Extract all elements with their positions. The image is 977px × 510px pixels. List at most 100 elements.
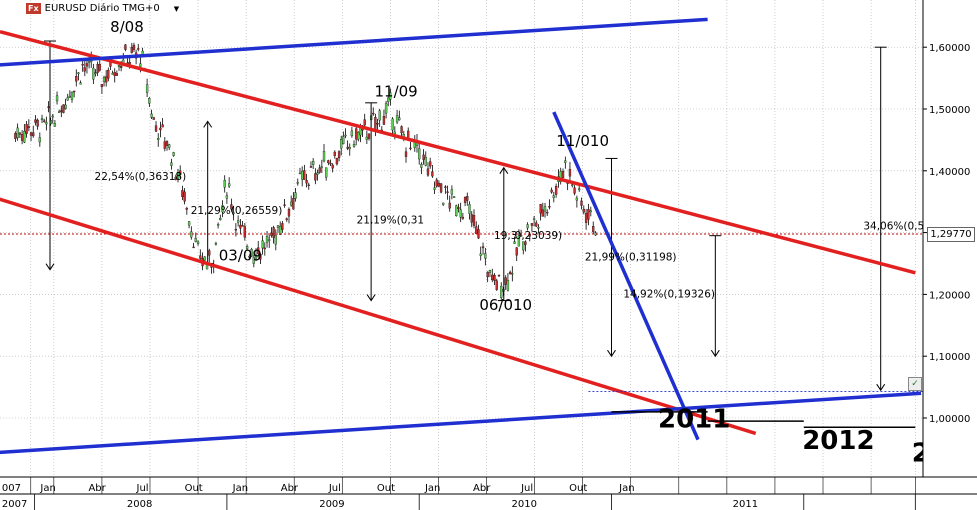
candle-body xyxy=(214,243,218,245)
candle-body xyxy=(550,189,553,193)
candle-body xyxy=(564,160,567,163)
candle-body xyxy=(546,211,549,214)
candle-body xyxy=(137,48,140,50)
candle-body xyxy=(227,183,231,187)
candle-body xyxy=(539,204,542,214)
candle-body xyxy=(27,126,30,129)
candle-body xyxy=(335,157,339,165)
percent-annotation: 21,19%(0,31 xyxy=(357,214,425,226)
candle-body xyxy=(274,235,277,245)
candle-body xyxy=(132,45,136,50)
candle-body xyxy=(344,134,347,137)
year-target-label: 2012 xyxy=(802,426,874,456)
candle-body xyxy=(424,156,427,166)
lower-trend-line xyxy=(0,197,757,436)
candle-body xyxy=(185,208,188,210)
candle-body xyxy=(450,189,454,195)
candle-body xyxy=(279,226,282,235)
candle-body xyxy=(45,122,48,125)
candle-body xyxy=(355,128,358,140)
candle-body xyxy=(183,191,186,202)
candle-body xyxy=(130,47,133,53)
candle-body xyxy=(374,117,377,130)
candle-body xyxy=(479,253,482,256)
candle-body xyxy=(500,285,503,298)
candle-body xyxy=(165,141,169,146)
candle-body xyxy=(254,255,258,259)
candle-body xyxy=(506,280,510,291)
candle-body xyxy=(559,171,562,182)
candle-body xyxy=(329,162,332,165)
candle-body xyxy=(170,162,173,166)
candle-body xyxy=(252,257,255,264)
candle-body xyxy=(16,127,19,138)
candle-body xyxy=(446,191,449,193)
x-year-label: 2010 xyxy=(511,499,536,510)
candle-body xyxy=(378,110,381,121)
date-annotation: 06/010 xyxy=(479,296,532,314)
candle-body xyxy=(43,120,46,122)
candle-body xyxy=(77,72,80,74)
candle-body xyxy=(62,104,65,113)
x-month-label: Jan xyxy=(39,483,55,494)
candle-body xyxy=(241,225,244,227)
candle-body xyxy=(568,168,572,177)
candle-body xyxy=(32,132,35,137)
candle-body xyxy=(459,209,462,218)
x-year-label: 2011 xyxy=(733,499,758,510)
candle-body xyxy=(584,213,588,223)
candle-body xyxy=(152,117,155,120)
chart-header[interactable]: Fx EURUSD Diário TMG+0 ▼ xyxy=(26,3,179,14)
x-year-label: 2009 xyxy=(319,499,344,510)
candle-body xyxy=(461,216,465,219)
measure-arrowhead xyxy=(710,349,720,358)
candle-body xyxy=(409,147,412,150)
candle-body xyxy=(261,240,264,249)
candle-body xyxy=(29,132,33,136)
candle-body xyxy=(196,241,200,244)
candle-body xyxy=(187,221,191,226)
candle-body xyxy=(484,253,487,259)
candle-body xyxy=(223,180,226,188)
candle-body xyxy=(452,196,456,198)
candle-body xyxy=(70,91,74,100)
candle-body xyxy=(404,151,408,157)
x-month-label: Jan xyxy=(424,483,440,494)
candle-body xyxy=(472,215,476,226)
candle-body xyxy=(437,182,441,187)
trend-lines xyxy=(0,17,923,455)
x-month-label: Jul xyxy=(328,483,341,494)
candle-body xyxy=(442,202,445,205)
candle-body xyxy=(194,238,197,242)
candle-body xyxy=(372,112,375,115)
autoscale-icon[interactable]: ✓ xyxy=(908,377,922,391)
percent-annotation: 21,99%(0,31198) xyxy=(585,251,677,263)
x-month-label: Abr xyxy=(473,483,491,494)
candle-body xyxy=(203,256,206,261)
candle-body xyxy=(320,166,323,168)
candle-body xyxy=(199,255,202,259)
chevron-down-icon[interactable]: ▼ xyxy=(173,4,180,13)
candle-body xyxy=(429,161,432,167)
candle-body xyxy=(296,182,299,184)
candle-body xyxy=(363,119,366,126)
candle-body xyxy=(294,192,297,199)
candle-body xyxy=(263,247,266,250)
candle-body xyxy=(179,170,182,175)
current-price-badge: 1,29770 xyxy=(927,227,975,242)
y-tick-label: 1,50000 xyxy=(929,105,970,116)
candle-body xyxy=(176,172,180,179)
lower-channel-line xyxy=(0,391,922,455)
candle-body xyxy=(530,223,534,226)
candle-body xyxy=(455,205,458,217)
chart-grid xyxy=(0,0,923,477)
candle-body xyxy=(248,256,251,258)
x-year-label: 2008 xyxy=(127,499,152,510)
candle-body xyxy=(309,166,313,168)
candle-body xyxy=(259,254,262,260)
candle-body xyxy=(486,271,489,278)
candle-body xyxy=(511,273,514,275)
candle-body xyxy=(119,66,123,68)
candle-body xyxy=(192,246,195,249)
candle-body xyxy=(79,82,82,85)
